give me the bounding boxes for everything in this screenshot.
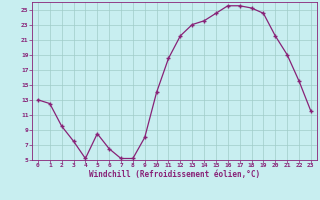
X-axis label: Windchill (Refroidissement éolien,°C): Windchill (Refroidissement éolien,°C) — [89, 170, 260, 179]
